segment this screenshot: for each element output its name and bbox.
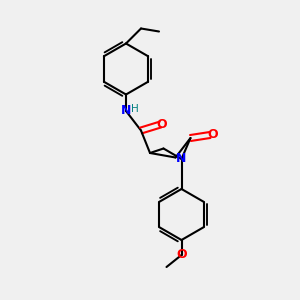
Text: N: N: [121, 104, 131, 118]
Text: O: O: [176, 248, 187, 262]
Text: O: O: [157, 118, 167, 131]
Text: H: H: [130, 103, 138, 114]
Text: O: O: [207, 128, 218, 142]
Text: N: N: [176, 152, 187, 166]
